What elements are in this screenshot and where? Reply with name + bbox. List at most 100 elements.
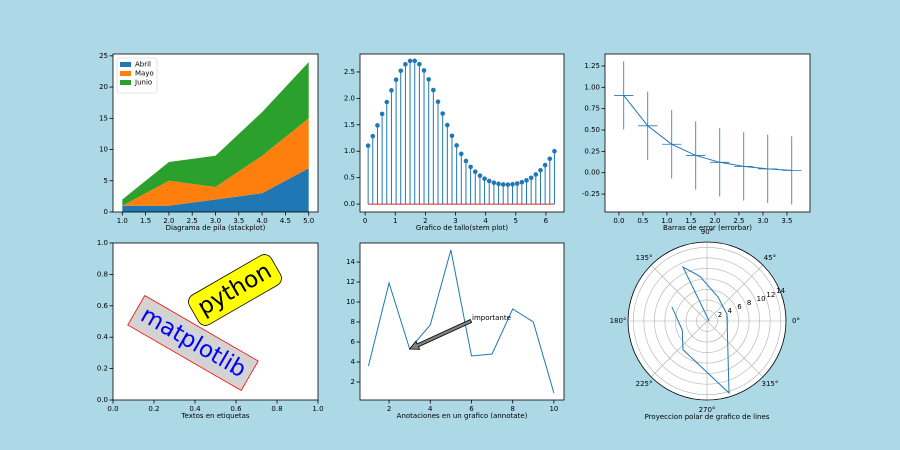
y-tick-label: 1.5 xyxy=(344,121,355,129)
x-tick-label: 1.5 xyxy=(685,217,696,225)
theta-tick-label: 180° xyxy=(610,317,627,325)
y-tick-label: 0.8 xyxy=(97,270,108,278)
stem-marker xyxy=(519,179,525,185)
y-tick-label: 1.0 xyxy=(344,147,355,155)
y-tick-label: 5 xyxy=(104,177,108,185)
y-tick-label: 0.50 xyxy=(584,126,600,134)
legend-label: Junio xyxy=(134,79,152,87)
theta-tick-label: 90° xyxy=(701,228,713,236)
r-tick-label: 8 xyxy=(747,299,751,307)
theta-grid xyxy=(706,320,764,378)
stem-marker xyxy=(421,68,427,73)
stem-marker xyxy=(412,58,418,64)
stem-marker xyxy=(407,58,413,64)
r-tick-label: 6 xyxy=(737,303,742,311)
stem-marker xyxy=(431,87,436,93)
x-tick-label: 1.5 xyxy=(140,217,151,225)
stem-marker xyxy=(505,182,511,187)
x-tick-label: 3.0 xyxy=(210,217,221,225)
stem-marker xyxy=(472,169,478,175)
text-box xyxy=(188,254,282,326)
axes-frame xyxy=(359,53,565,213)
y-tick-label: 0.0 xyxy=(97,396,108,404)
x-tick-label: 0.8 xyxy=(271,405,282,413)
x-tick-label: 2 xyxy=(387,405,391,413)
theta-tick-label: 270° xyxy=(699,406,716,414)
theta-tick-label: 0° xyxy=(792,317,800,325)
r-tick-label: 14 xyxy=(776,287,785,295)
stem-marker xyxy=(533,172,539,177)
x-tick-label: 2.5 xyxy=(733,217,744,225)
y-tick-label: 0.0 xyxy=(344,200,355,208)
x-axis-label: Barras de error (errorbar) xyxy=(663,224,752,232)
x-tick-label: 3.5 xyxy=(233,217,244,225)
x-tick-label: 3 xyxy=(453,217,457,225)
polar-frame xyxy=(627,241,787,401)
x-tick-label: 0 xyxy=(363,217,367,225)
polar-line xyxy=(671,265,730,395)
stem-marker xyxy=(514,181,520,186)
stem-marker xyxy=(468,164,473,170)
y-tick-label: 2.0 xyxy=(344,94,355,102)
r-tick-label: 10 xyxy=(757,295,766,303)
annotation-arrow xyxy=(408,319,473,350)
x-tick-label: 5 xyxy=(514,217,518,225)
y-tick-label: 0.6 xyxy=(97,302,109,310)
stem-marker xyxy=(440,111,445,116)
text-box xyxy=(127,294,259,392)
x-tick-label: 0.0 xyxy=(613,217,624,225)
stack-area xyxy=(122,168,309,212)
y-tick-label: 0.25 xyxy=(584,147,600,155)
stack-area xyxy=(122,62,309,206)
data-line xyxy=(367,249,555,394)
x-axis-label: Diagrama de pila (stackplot) xyxy=(166,224,266,232)
stem-marker xyxy=(458,151,464,157)
theta-tick-label: 135° xyxy=(636,254,653,262)
x-tick-label: 4 xyxy=(428,405,433,413)
axes-frame xyxy=(359,242,565,401)
x-axis-label: Anotaciones en un grafico (annotate) xyxy=(397,412,528,420)
stem-marker xyxy=(365,143,371,148)
theta-grid xyxy=(650,320,708,378)
r-tick-label: 4 xyxy=(727,307,732,315)
x-tick-label: 1 xyxy=(393,217,397,225)
y-tick-label: 0.75 xyxy=(584,105,600,113)
y-tick-label: 1.25 xyxy=(584,62,600,70)
y-tick-label: 0.4 xyxy=(97,333,109,341)
theta-tick-label: 225° xyxy=(636,380,653,388)
x-axis-label: Proyeccion polar de grafico de lines xyxy=(645,413,770,421)
x-tick-label: 1.0 xyxy=(661,217,672,225)
y-tick-label: 0 xyxy=(104,208,108,216)
legend-label: Mayo xyxy=(135,70,154,78)
y-tick-label: 20 xyxy=(99,83,108,91)
stack-area xyxy=(122,118,309,206)
axes-background xyxy=(360,54,564,212)
stem-marker xyxy=(538,168,543,173)
x-tick-label: 0.6 xyxy=(230,405,242,413)
y-tick-label: 0.2 xyxy=(97,365,108,373)
y-tick-label: 0.5 xyxy=(344,174,355,182)
stem-marker xyxy=(393,77,399,83)
y-tick-label: 10 xyxy=(99,146,108,154)
stem-marker xyxy=(463,158,469,164)
y-tick-label: 1.00 xyxy=(584,83,600,91)
y-tick-label: 15 xyxy=(99,114,108,122)
x-tick-label: 2.0 xyxy=(709,217,720,225)
y-tick-label: 8 xyxy=(351,318,355,326)
stem-marker xyxy=(370,133,376,139)
x-tick-label: 8 xyxy=(510,405,514,413)
x-tick-label: 2.5 xyxy=(187,217,198,225)
y-tick-label: 12 xyxy=(346,278,355,286)
stem-marker xyxy=(524,178,529,183)
x-tick-label: 1.0 xyxy=(312,405,323,413)
stem-marker xyxy=(477,173,483,178)
legend-swatch xyxy=(120,71,131,76)
x-tick-label: 0.0 xyxy=(107,405,118,413)
stem-marker xyxy=(500,182,506,187)
x-tick-label: 0.4 xyxy=(189,405,201,413)
x-tick-label: 1.0 xyxy=(117,217,128,225)
stem-marker xyxy=(384,99,390,105)
theta-tick-label: 315° xyxy=(761,380,778,388)
errorbar-line xyxy=(623,95,792,171)
x-axis-label: Grafico de tallo(stem plot) xyxy=(416,224,508,232)
